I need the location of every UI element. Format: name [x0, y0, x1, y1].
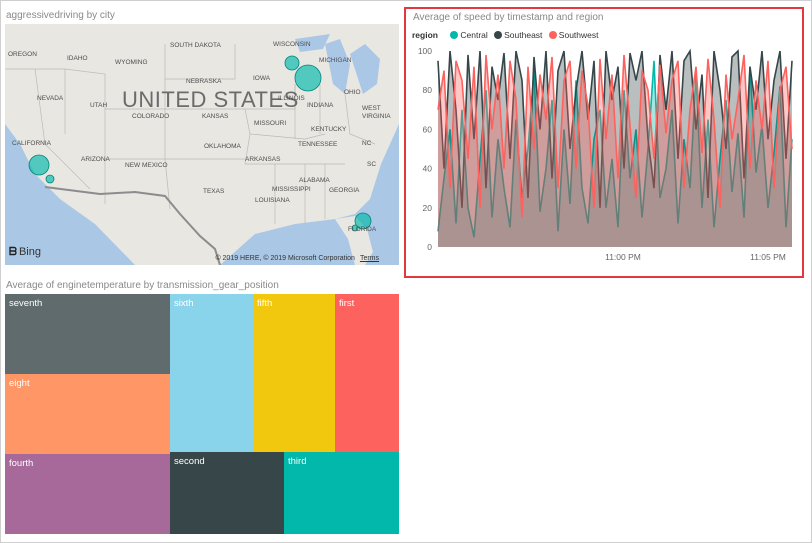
series-area-southwest [438, 54, 792, 248]
series-area-southeast [438, 51, 792, 247]
state-label: OKLAHOMA [204, 143, 241, 150]
state-label: WISCONSIN [273, 41, 311, 48]
map-basemap [5, 34, 399, 265]
treemap-tile-sixth[interactable]: sixth [170, 294, 253, 452]
map-bubble[interactable] [28, 154, 50, 176]
y-tick-label: 100 [418, 46, 432, 56]
state-label: TENNESSEE [298, 141, 338, 148]
map-bubble[interactable] [351, 224, 359, 232]
state-label: GEORGIA [329, 187, 360, 194]
state-label: FLORIDA [348, 226, 377, 233]
y-tick-label: 60 [423, 124, 433, 134]
tile-label: sixth [174, 298, 194, 309]
state-label: NEW MEXICO [125, 162, 168, 169]
legend-central-dot-icon [450, 31, 459, 39]
state-label: TEXAS [203, 188, 225, 195]
country-label: UNITED STATES [122, 87, 299, 112]
map-title: aggressivedriving by city [6, 10, 115, 21]
map-bubble[interactable] [284, 55, 300, 71]
legend-southwest[interactable]: Southwest [558, 30, 599, 40]
tile-label: fifth [257, 298, 273, 309]
series-area-central [438, 60, 792, 247]
treemap-tile-seventh[interactable]: seventh [5, 294, 170, 374]
state-label: UTAH [90, 102, 108, 109]
series-line-central[interactable] [437, 60, 793, 238]
state-label: SOUTH DAKOTA [170, 42, 221, 49]
state-label: NC [362, 140, 372, 147]
state-label: WYOMING [115, 59, 148, 66]
legend-southeast[interactable]: Southeast [504, 30, 543, 40]
tile-label: fourth [9, 458, 34, 469]
tile-label: seventh [9, 298, 43, 309]
state-label: IDAHO [67, 55, 88, 62]
state-label: KANSAS [202, 113, 229, 120]
tile-label: eight [9, 378, 30, 389]
legend-central[interactable]: Central [460, 30, 488, 40]
state-label: ARIZONA [81, 156, 110, 163]
y-tick-label: 0 [427, 242, 432, 252]
state-label: ILLINOIS [278, 95, 305, 102]
x-tick-label: 11:05 PM [750, 252, 786, 262]
legend-southeast-dot-icon [494, 31, 503, 39]
state-label: VIRGINIA [362, 113, 391, 120]
state-label: CALIFORNIA [12, 140, 52, 147]
state-label: NEVADA [37, 95, 64, 102]
state-label: KENTUCKY [311, 126, 347, 133]
series-line-southwest[interactable] [437, 54, 793, 218]
tile-label: first [339, 298, 355, 309]
selected-visual-highlight[interactable] [404, 7, 804, 278]
map-bubble[interactable] [354, 212, 372, 230]
legend-title: region [412, 30, 438, 40]
map-bubbles [28, 55, 372, 232]
treemap-title: Average of enginetemperature by transmis… [6, 280, 279, 291]
line-chart-title: Average of speed by timestamp and region [413, 12, 604, 23]
bing-logo: ᗷ Bing [9, 246, 41, 258]
map-canvas[interactable]: UNITED STATES OREGON IDAHO WYOMING SOUTH… [5, 24, 399, 265]
y-tick-label: 40 [423, 164, 433, 174]
state-label: MISSOURI [254, 120, 287, 127]
map-bubble[interactable] [294, 64, 322, 92]
y-tick-label: 80 [423, 85, 433, 95]
treemap-tile-third[interactable]: third [284, 452, 399, 534]
state-label: WEST [362, 105, 381, 112]
state-label: LOUISIANA [255, 197, 290, 204]
state-label: NEBRASKA [186, 78, 222, 85]
treemap-tile-fourth[interactable]: fourth [5, 454, 170, 534]
treemap-tile-eight[interactable]: eight [5, 374, 170, 454]
state-label: OHIO [344, 89, 361, 96]
treemap-tile-fifth[interactable]: fifth [253, 294, 335, 452]
state-label: MISSISSIPPI [272, 186, 311, 193]
state-label: MICHIGAN [319, 57, 352, 64]
map-bubble[interactable] [45, 174, 55, 184]
y-tick-label: 20 [423, 203, 433, 213]
state-label: COLORADO [132, 113, 170, 120]
state-label: ARKANSAS [245, 156, 281, 163]
legend-southwest-dot-icon [548, 31, 557, 39]
bing-b-icon: ᗷ [9, 246, 17, 258]
state-label: SC [367, 161, 377, 168]
treemap-tile-second[interactable]: second [170, 452, 284, 534]
series-line-southeast[interactable] [437, 48, 793, 208]
chart-legend: region Central Southeast Southwest [412, 30, 599, 40]
state-label: OREGON [8, 51, 37, 58]
state-label: INDIANA [307, 102, 334, 109]
speed-area-chart[interactable]: 0 20 40 60 80 100 11:00 PM 11:05 PM [412, 45, 800, 270]
tile-label: third [288, 456, 307, 467]
map-credit: © 2019 HERE, © 2019 Microsoft Corporatio… [215, 255, 379, 262]
state-label: ALABAMA [299, 177, 330, 184]
tile-label: second [174, 456, 205, 467]
treemap-tile-first[interactable]: first [335, 294, 399, 452]
x-tick-label: 11:00 PM [605, 252, 641, 262]
state-label: IOWA [253, 75, 271, 82]
terms-link[interactable]: Terms [359, 255, 379, 262]
